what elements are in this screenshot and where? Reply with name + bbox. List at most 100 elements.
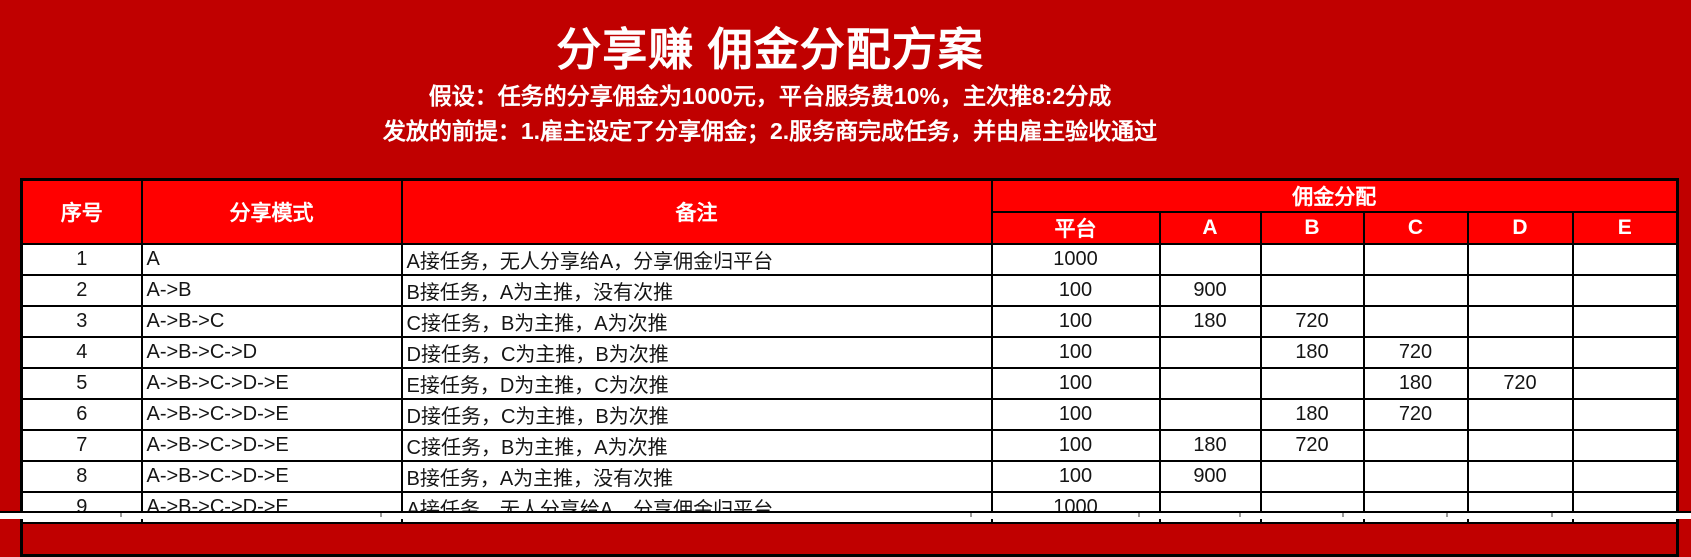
platform-amount-cell: 100	[990, 305, 1161, 338]
row-index-cell: 4	[20, 336, 143, 369]
amount-a-cell: 180	[1158, 429, 1262, 462]
remark-cell: B接任务，A为主推，没有次推	[400, 274, 993, 307]
remark-cell: D接任务，C为主推，B为次推	[400, 336, 993, 369]
amount-c-cell: 180	[1362, 367, 1469, 400]
page-title: 分享赚 佣金分配方案	[556, 24, 984, 75]
amount-c-cell	[1362, 274, 1469, 307]
platform-amount-cell: 1000	[990, 243, 1161, 276]
row-index-cell: 1	[20, 243, 143, 276]
remark-cell: C接任务，B为主推，A为次推	[400, 429, 993, 462]
col-header-c: C	[1362, 211, 1469, 245]
row-index-cell: 8	[20, 460, 143, 493]
amount-a-cell: 180	[1158, 305, 1262, 338]
amount-e-cell	[1571, 398, 1679, 431]
col-header-b: B	[1259, 211, 1365, 245]
platform-amount-cell: 100	[990, 367, 1161, 400]
platform-amount-cell: 100	[990, 336, 1161, 369]
table-row: 5 A->B->C->D->E E接任务，D为主推，C为次推 100 180 7…	[20, 367, 1679, 400]
amount-b-cell	[1259, 367, 1365, 400]
gridline-tick	[1342, 513, 1344, 517]
amount-b-cell: 180	[1259, 398, 1365, 431]
amount-e-cell	[1571, 460, 1679, 493]
share-mode-cell: A->B->C->D->E	[140, 367, 403, 400]
remark-cell: D接任务，C为主推，B为次推	[400, 398, 993, 431]
assumption-line: 假设：任务的分享佣金为1000元，平台服务费10%，主次推8:2分成	[428, 83, 1112, 109]
amount-c-cell	[1362, 429, 1469, 462]
gridline-tick	[380, 513, 382, 517]
platform-amount-cell: 100	[990, 274, 1161, 307]
row-index-cell: 2	[20, 274, 143, 307]
amount-d-cell: 720	[1466, 367, 1574, 400]
footer-band-cell	[20, 522, 1679, 557]
col-header-a: A	[1158, 211, 1262, 245]
amount-b-cell	[1259, 243, 1365, 276]
amount-c-cell	[1362, 460, 1469, 493]
col-header-index: 序号	[20, 178, 143, 245]
col-header-d: D	[1466, 211, 1574, 245]
amount-b-cell	[1259, 460, 1365, 493]
amount-b-cell: 720	[1259, 429, 1365, 462]
table-row: 3 A->B->C C接任务，B为主推，A为次推 100 180 720	[20, 305, 1679, 338]
gridline-tick	[970, 513, 972, 517]
col-header-commission-group: 佣金分配	[990, 178, 1679, 213]
commission-table: 序号 分享模式 备注 佣金分配 平台 A B C D E 1 A A接任务，无人…	[20, 178, 1680, 557]
col-header-e: E	[1571, 211, 1679, 245]
table-row: 8 A->B->C->D->E B接任务，A为主推，没有次推 100 900	[20, 460, 1679, 493]
platform-amount-cell: 100	[990, 429, 1161, 462]
amount-d-cell	[1466, 305, 1574, 338]
amount-a-cell	[1158, 243, 1262, 276]
gridline-tick	[120, 513, 122, 517]
row-index-cell: 6	[20, 398, 143, 431]
amount-b-cell: 180	[1259, 336, 1365, 369]
share-mode-cell: A->B	[140, 274, 403, 307]
table-row: 7 A->B->C->D->E C接任务，B为主推，A为次推 100 180 7…	[20, 429, 1679, 462]
remark-cell: A接任务，无人分享给A，分享佣金归平台	[400, 243, 993, 276]
amount-a-cell	[1158, 336, 1262, 369]
header-row-sub: 平台 A B C D E	[22, 211, 1679, 245]
row-index-cell: 7	[20, 429, 143, 462]
table-body: 1 A A接任务，无人分享给A，分享佣金归平台 1000 2 A->B B接任务…	[20, 243, 1679, 557]
amount-c-cell: 720	[1362, 336, 1469, 369]
share-mode-cell: A->B->C->D->E	[140, 398, 403, 431]
amount-e-cell	[1571, 336, 1679, 369]
platform-amount-cell: 100	[990, 398, 1161, 431]
share-mode-cell: A->B->C->D->E	[140, 429, 403, 462]
precondition-line: 发放的前提：1.雇主设定了分享佣金；2.服务商完成任务，并由雇主验收通过	[382, 118, 1158, 144]
table-footer-band	[20, 522, 1679, 557]
col-header-platform: 平台	[990, 211, 1161, 245]
table-header: 序号 分享模式 备注 佣金分配 平台 A B C D E	[20, 178, 1679, 245]
gridline-tick	[1239, 513, 1241, 517]
remark-cell: B接任务，A为主推，没有次推	[400, 460, 993, 493]
amount-d-cell	[1466, 336, 1574, 369]
table-row: 6 A->B->C->D->E D接任务，C为主推，B为次推 100 180 7…	[20, 398, 1679, 431]
col-header-remark: 备注	[400, 178, 993, 245]
spreadsheet-gridline-strip	[0, 511, 1691, 519]
amount-b-cell	[1259, 274, 1365, 307]
share-mode-cell: A	[140, 243, 403, 276]
amount-a-cell	[1158, 398, 1262, 431]
gridline-tick	[1446, 513, 1448, 517]
row-index-cell: 5	[20, 367, 143, 400]
amount-b-cell: 720	[1259, 305, 1365, 338]
table-row: 4 A->B->C->D D接任务，C为主推，B为次推 100 180 720	[20, 336, 1679, 369]
amount-e-cell	[1571, 429, 1679, 462]
gridline-tick	[1551, 513, 1553, 517]
row-index-cell: 3	[20, 305, 143, 338]
col-header-share-mode: 分享模式	[140, 178, 403, 245]
amount-d-cell	[1466, 398, 1574, 431]
amount-c-cell	[1362, 305, 1469, 338]
table-row: 2 A->B B接任务，A为主推，没有次推 100 900	[20, 274, 1679, 307]
amount-e-cell	[1571, 274, 1679, 307]
amount-d-cell	[1466, 243, 1574, 276]
share-mode-cell: A->B->C	[140, 305, 403, 338]
amount-a-cell: 900	[1158, 274, 1262, 307]
amount-a-cell: 900	[1158, 460, 1262, 493]
amount-d-cell	[1466, 429, 1574, 462]
share-mode-cell: A->B->C->D	[140, 336, 403, 369]
amount-e-cell	[1571, 243, 1679, 276]
amount-e-cell	[1571, 305, 1679, 338]
remark-cell: C接任务，B为主推，A为次推	[400, 305, 993, 338]
share-mode-cell: A->B->C->D->E	[140, 460, 403, 493]
table-row: 1 A A接任务，无人分享给A，分享佣金归平台 1000	[20, 243, 1679, 276]
amount-d-cell	[1466, 274, 1574, 307]
